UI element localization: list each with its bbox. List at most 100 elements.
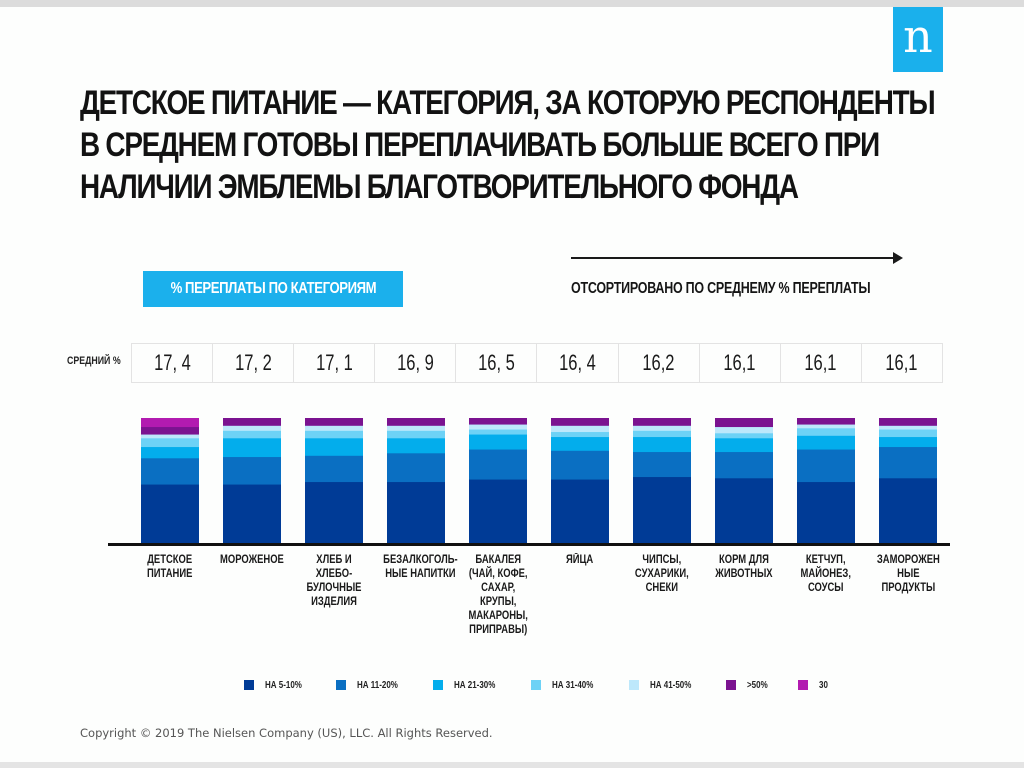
bar-segment — [141, 426, 199, 435]
bar-segment — [633, 451, 691, 478]
bar-segment — [305, 481, 363, 544]
legend-label: НА 31-40% — [551, 679, 594, 691]
category-label-text: КОРМ ДЛЯ ЖИВОТНЫХ — [715, 554, 773, 580]
average-cell: 17, 2 — [213, 344, 295, 382]
category-label: КЕТЧУП, МАЙОНЕЗ, СОУСЫ — [785, 553, 867, 595]
average-value: 17, 1 — [315, 350, 353, 375]
bar-stack — [633, 418, 691, 544]
bar-stack — [715, 418, 773, 544]
average-value: 17, 2 — [234, 350, 272, 375]
legend-item: НА 11-20% — [336, 680, 408, 691]
average-cell: 16, 4 — [537, 344, 619, 382]
bottom-strip — [0, 762, 1024, 768]
average-label: СРЕДНИЙ % — [67, 355, 121, 367]
bar-segment — [223, 418, 281, 426]
bar-segment — [469, 418, 527, 425]
bar-stack — [879, 418, 937, 544]
category-label: ДЕТСКОЕ ПИТАНИЕ — [129, 553, 211, 581]
bar-segment — [305, 438, 363, 456]
x-axis-baseline — [108, 543, 950, 546]
average-cell: 16, 9 — [375, 344, 457, 382]
title-line: В СРЕДНЕМ ГОТОВЫ ПЕРЕПЛАЧИВАТЬ БОЛЬШЕ ВС… — [80, 126, 880, 164]
stacked-bar-chart — [141, 418, 937, 544]
bar-segment — [141, 446, 199, 459]
bar-segment — [551, 425, 609, 433]
legend-swatch — [530, 680, 541, 690]
bar-segment — [715, 438, 773, 453]
category-label: МОРОЖЕНОЕ — [211, 553, 293, 567]
bar-stack — [387, 418, 445, 544]
legend-item: НА 5-10% — [244, 680, 311, 691]
copyright-text: Copyright © 2019 The Nielsen Company (US… — [80, 726, 493, 740]
bar-segment — [141, 418, 199, 428]
legend-label: НА 21-30% — [454, 679, 496, 691]
average-value: 16,1 — [804, 350, 837, 375]
average-cell: 17, 4 — [132, 344, 214, 382]
logo-letter: n — [903, 9, 933, 63]
average-value: 16, 4 — [559, 350, 596, 375]
bar-segment — [797, 424, 855, 429]
category-label-text: МОРОЖЕНОЕ — [220, 554, 284, 566]
bar-segment — [715, 451, 773, 479]
arrow-right-icon — [893, 252, 903, 264]
bar-stack — [551, 418, 609, 544]
legend-label: НА 5-10% — [265, 679, 302, 691]
bar-segment — [879, 446, 937, 479]
bar-segment — [633, 436, 691, 453]
category-label-text: ЗАМОРОЖЕН НЫЕ ПРОДУКТЫ — [876, 554, 940, 594]
average-cell: 16,1 — [781, 344, 862, 382]
legend-swatch — [336, 680, 347, 690]
bar-segment — [633, 425, 691, 431]
bar-segment — [469, 434, 527, 450]
category-label: КОРМ ДЛЯ ЖИВОТНЫХ — [703, 553, 785, 581]
category-label: ЧИПСЫ, СУХАРИКИ, СНЕКИ — [621, 553, 703, 595]
average-table: 17, 4 17, 2 17, 1 16, 9 16, 5 16, 4 16,2 16,1 16… — [131, 343, 943, 383]
bar-segment — [223, 430, 281, 439]
category-label-text: ХЛЕБ И ХЛЕБО- БУЛОЧНЫЕ ИЗДЕЛИЯ — [306, 554, 362, 608]
bar-segment — [633, 430, 691, 438]
bar-segment — [551, 431, 609, 438]
bar-segment — [141, 438, 199, 448]
category-labels: ДЕТСКОЕ ПИТАНИЕ МОРОЖЕНОЕ ХЛЕБ И ХЛЕБО- БУ… — [0, 553, 1024, 653]
bar-segment — [223, 425, 281, 431]
bar-stack — [797, 418, 855, 544]
bar-segment — [715, 418, 773, 428]
average-value: 16, 5 — [478, 350, 515, 375]
bar-segment — [387, 430, 445, 439]
legend-swatch — [433, 680, 444, 690]
average-value: 16,1 — [723, 350, 756, 375]
sort-note: ОТСОРТИРОВАНО ПО СРЕДНЕМУ % ПЕРЕПЛАТЫ — [571, 280, 871, 297]
bar-segment — [633, 418, 691, 426]
category-label-text: БЕЗАЛКОГОЛЬ- НЫЕ НАПИТКИ — [383, 554, 458, 580]
bar-segment — [797, 481, 855, 544]
legend-item: НА 21-30% — [433, 680, 506, 691]
page-title: ДЕТСКОЕ ПИТАНИЕ — КАТЕГОРИЯ, ЗА КОТОРУЮ … — [80, 82, 936, 208]
bar-segment — [879, 418, 937, 426]
bar-segment — [797, 435, 855, 450]
bar-segment — [551, 479, 609, 544]
bar-segment — [879, 436, 937, 448]
average-value: 17, 4 — [153, 350, 191, 375]
bar-segment — [797, 449, 855, 483]
bar-segment — [305, 425, 363, 431]
average-cell: 16,2 — [619, 344, 700, 382]
bar-segment — [469, 429, 527, 435]
bar-segment — [469, 479, 527, 544]
bar-segment — [387, 425, 445, 431]
average-cell: 16,1 — [700, 344, 781, 382]
legend-label: 30 — [819, 679, 829, 691]
category-label-text: ЯЙЦА — [566, 554, 594, 566]
bar-segment — [797, 428, 855, 436]
legend-swatch — [244, 680, 254, 690]
bar-stack — [469, 418, 527, 544]
legend-label: НА 41-50% — [649, 679, 692, 691]
bar-segment — [387, 453, 445, 483]
bar-stack — [223, 418, 281, 544]
category-label: ХЛЕБ И ХЛЕБО- БУЛОЧНЫЕ ИЗДЕЛИЯ — [293, 553, 375, 609]
legend-label: >50% — [747, 679, 769, 691]
category-label-text: ЧИПСЫ, СУХАРИКИ, СНЕКИ — [635, 554, 689, 594]
bar-stack — [305, 418, 363, 544]
legend-item: НА 41-50% — [628, 679, 702, 691]
bar-segment — [551, 450, 609, 480]
bar-segment — [223, 438, 281, 458]
